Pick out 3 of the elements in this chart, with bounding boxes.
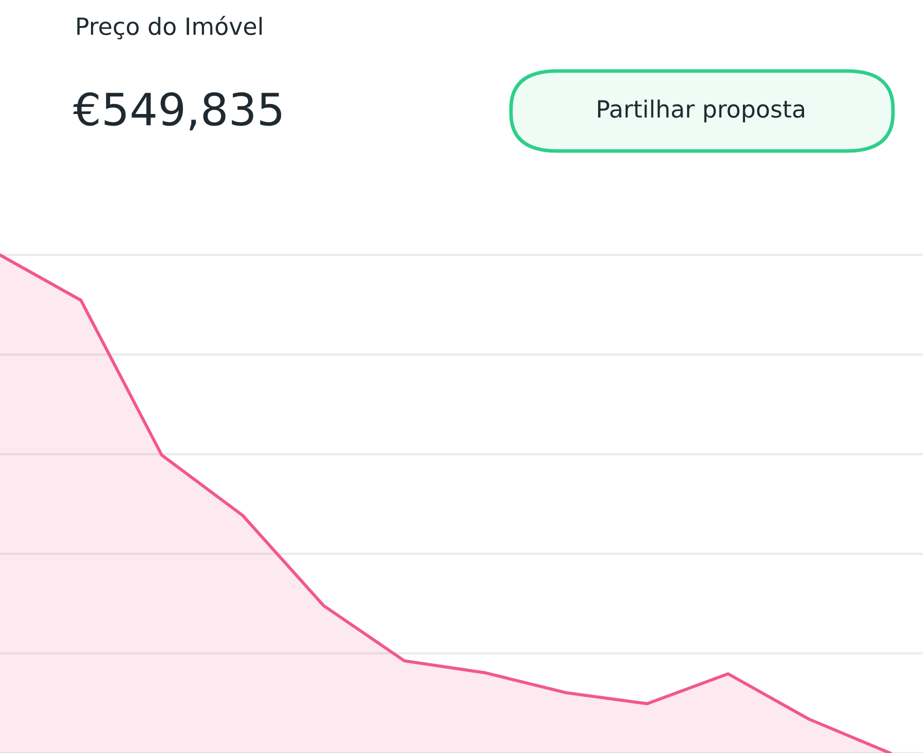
text: Partilhar proposta: [598, 100, 804, 122]
chart-subtitle: €549,835: [73, 92, 282, 130]
chart-title: Preço do Imóvel: [77, 16, 262, 40]
